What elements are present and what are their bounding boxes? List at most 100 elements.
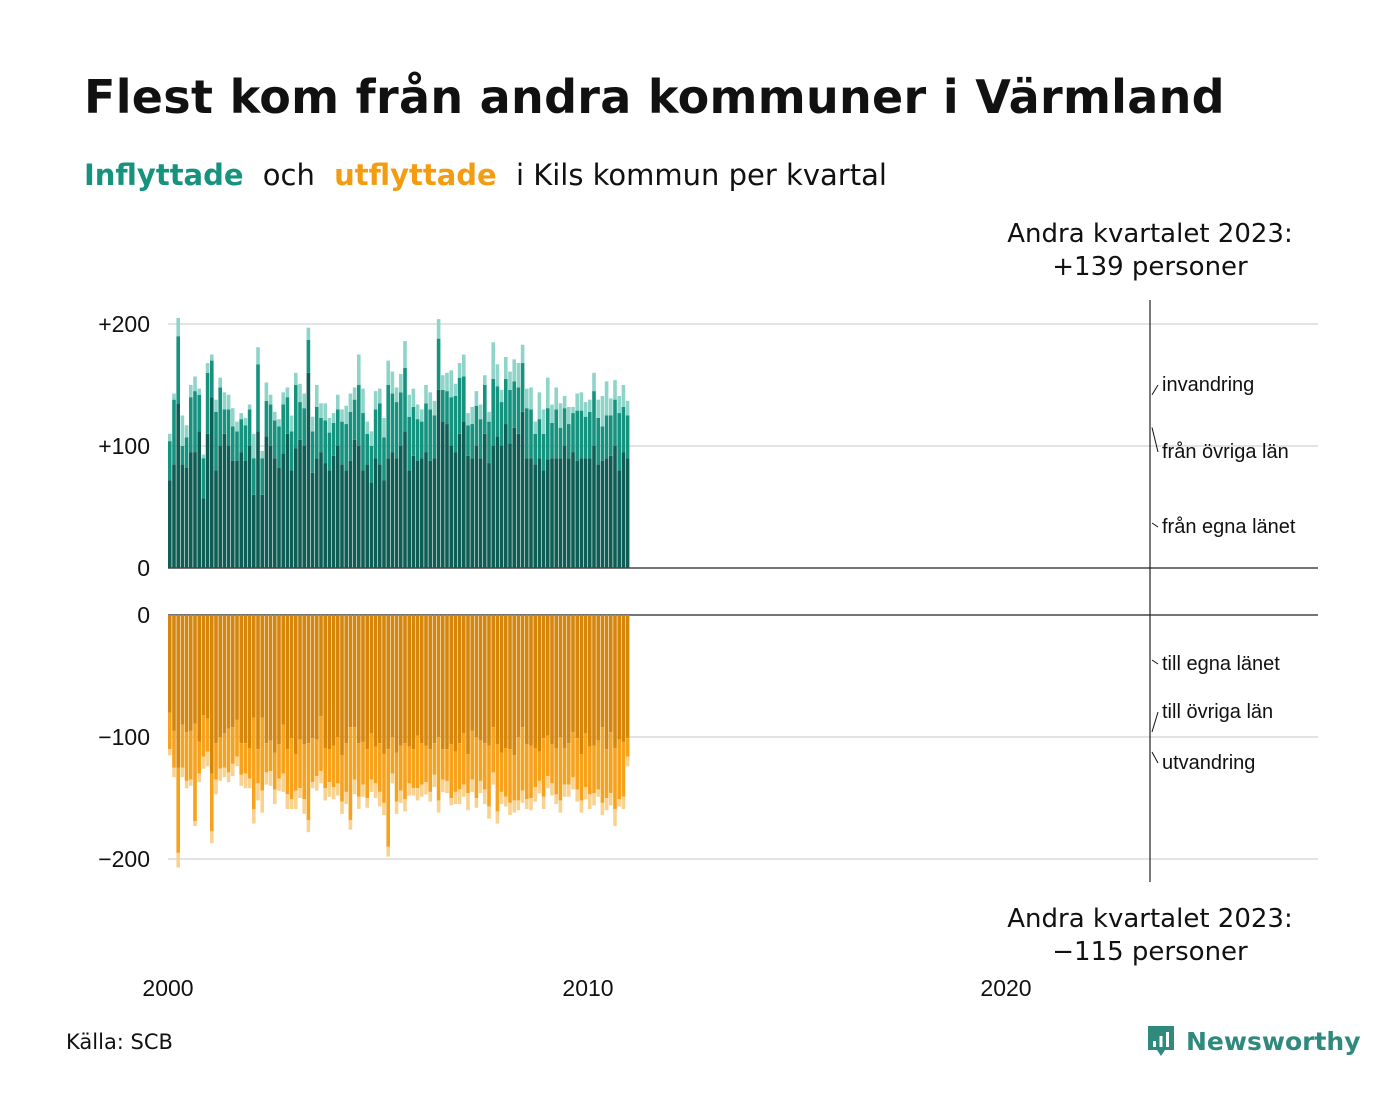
bar-in-other [273,420,277,459]
bar-out-own [436,615,441,737]
bar-in-own [310,472,315,568]
bar-out-own [331,615,336,746]
bar-in-own [390,452,395,568]
bar-in-own [600,460,605,568]
bar-in-immig [386,360,390,385]
bar-out-other [495,744,500,812]
bar-out-emig [348,819,353,830]
bar-in-own [420,458,424,568]
bar-out-other [453,751,458,792]
bar-in-own [331,455,336,568]
bar-out-emig [369,779,374,792]
bar-out-emig [420,784,424,797]
bar-in-immig [596,399,600,418]
bar-out-other [529,745,533,798]
bar-in-immig [411,388,416,407]
bar-in-own [260,494,264,568]
bar-out-emig [277,778,281,791]
bar-in-own [537,458,542,568]
bar-in-own [449,446,453,568]
bar-out-other [319,716,323,772]
bar-in-own [478,458,483,568]
bar-out-own [571,615,575,733]
bar-out-other [512,755,516,801]
bar-in-own [189,452,193,568]
brand-name: Newsworthy [1186,1026,1361,1056]
bar-out-own [222,615,227,734]
bar-out-other [407,746,411,784]
bar-out-other [357,743,361,797]
bar-in-other [499,402,504,446]
bar-in-own [516,433,521,568]
bar-out-other [197,741,201,774]
bar-in-other [268,404,273,446]
bar-out-emig [541,796,546,809]
bar-in-other [575,410,579,461]
legend-label-out: utvandring [1162,752,1255,774]
bar-in-other [336,409,340,446]
bar-in-other [403,367,407,432]
bar-out-own [520,615,525,728]
bar-in-other [201,458,206,499]
bar-in-other [529,409,533,459]
bar-in-other [562,408,567,446]
bar-out-own [176,615,180,768]
top-annotation-line1: Andra kvartalet 2023: [1007,219,1293,249]
bar-out-other [546,735,550,777]
bar-out-emig [352,779,357,795]
bar-out-own [226,615,231,729]
bar-out-other [499,752,504,792]
bar-in-immig [331,413,336,423]
bar-in-own [252,494,256,568]
bar-in-other [176,336,180,404]
bar-out-other [411,749,416,789]
bar-out-own [445,615,449,750]
bar-out-other [420,743,424,785]
bar-out-own [562,615,567,748]
bar-out-other [323,747,327,789]
bar-in-other [474,405,479,446]
bar-in-own [365,464,369,568]
bar-out-emig [403,799,407,812]
bar-in-immig [361,388,365,414]
bar-out-own [218,615,222,737]
bar-out-other [520,727,525,791]
bar-out-other [327,749,332,783]
bar-out-own [310,615,315,739]
bar-in-own [277,467,281,568]
bar-out-emig [478,780,483,794]
bar-out-emig [344,791,348,805]
bar-in-immig [495,364,500,387]
bar-out-other [365,749,369,798]
bar-in-other [226,409,231,446]
bar-in-other [588,411,592,459]
bar-in-own [487,463,491,568]
bar-in-other [298,402,302,440]
bar-in-other [613,399,617,446]
bar-in-own [302,446,306,568]
bar-in-own [247,446,252,568]
bar-out-own [457,615,462,744]
bar-in-immig [424,385,428,404]
bar-in-other [205,372,210,434]
bar-out-own [357,615,361,744]
bar-in-own [319,452,323,568]
bar-out-own [289,615,294,739]
bar-out-own [462,615,466,734]
bar-out-own [327,615,332,750]
bar-in-other [604,415,609,459]
bar-out-other [331,745,336,788]
bar-in-own [436,389,441,568]
bar-in-own [415,460,420,568]
bar-out-own [373,615,378,747]
bar-in-own [323,463,327,568]
bar-in-own [617,470,621,568]
bar-out-other [218,737,222,769]
bar-in-own [306,372,311,568]
bar-out-emig [579,800,584,813]
bar-out-own [453,615,458,752]
bar-out-emig [285,794,290,809]
bar-out-emig [172,767,176,778]
bar-in-other [281,404,285,454]
bar-out-other [583,733,588,788]
